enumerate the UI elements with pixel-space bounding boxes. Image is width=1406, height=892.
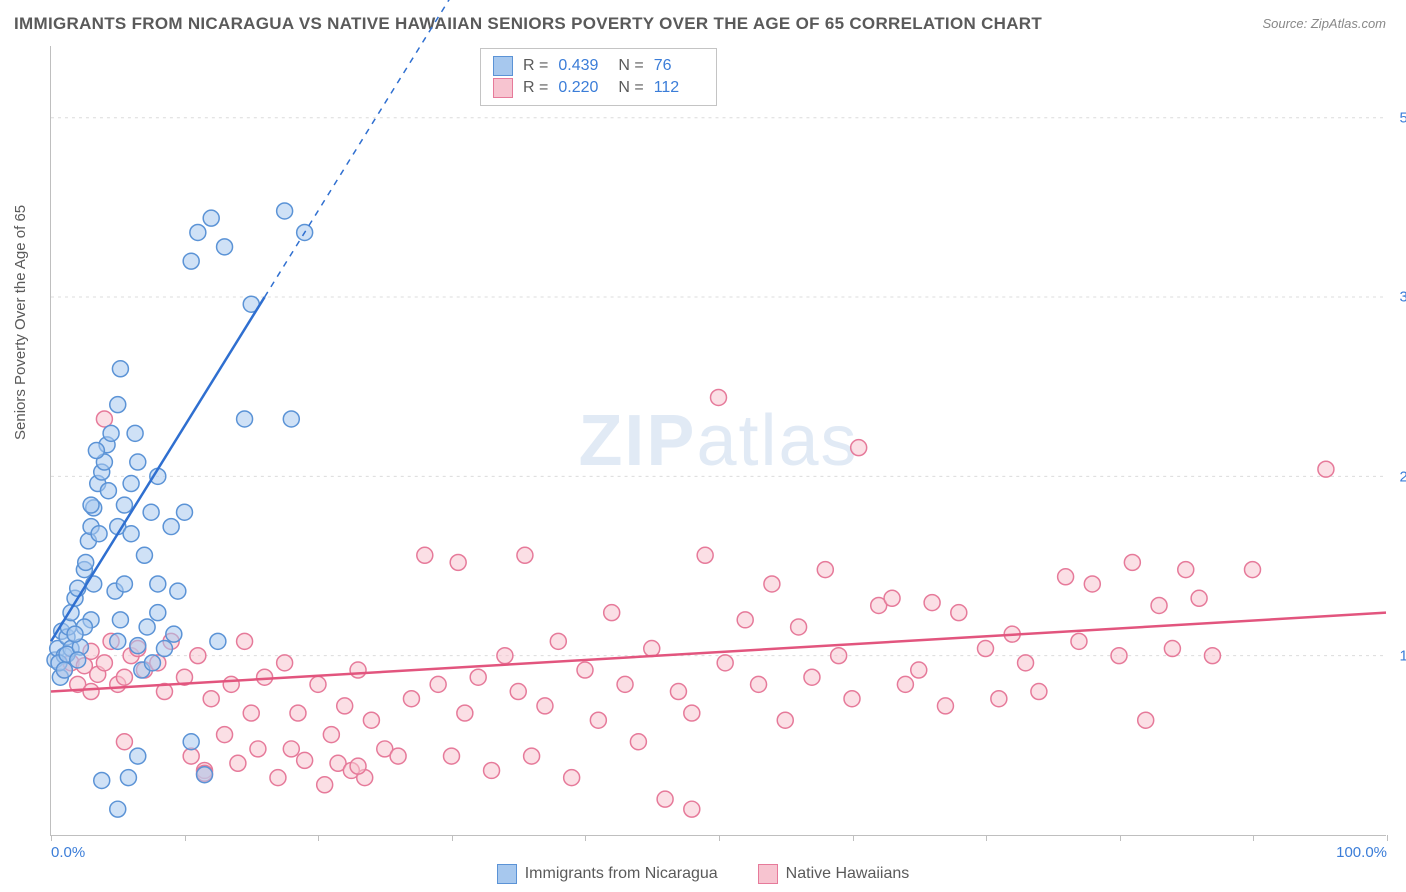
y-axis-label: Seniors Poverty Over the Age of 65 [12,205,29,440]
n-value-blue: 76 [654,57,704,75]
legend-item-pink: Native Hawaiians [758,864,910,884]
plot-area: ZIPatlas 12.5%25.0%37.5%50.0% 0.0%100.0% [50,46,1386,836]
swatch-pink [758,864,778,884]
y-tick-label: 12.5% [1392,648,1406,665]
y-tick-label: 37.5% [1392,289,1406,306]
legend-item-blue: Immigrants from Nicaragua [497,864,718,884]
r-value-blue: 0.439 [558,57,608,75]
n-label: N = [618,57,643,75]
swatch-pink [493,78,513,98]
chart-title: IMMIGRANTS FROM NICARAGUA VS NATIVE HAWA… [14,14,1042,34]
r-value-pink: 0.220 [558,79,608,97]
legend-series: Immigrants from Nicaragua Native Hawaiia… [0,864,1406,884]
y-tick-label: 50.0% [1392,109,1406,126]
swatch-blue [493,56,513,76]
r-label: R = [523,79,548,97]
y-tick-label: 25.0% [1392,468,1406,485]
legend-row-blue: R = 0.439 N = 76 [493,56,704,76]
chart-svg [51,46,1386,835]
n-label: N = [618,79,643,97]
legend-correlation: R = 0.439 N = 76 R = 0.220 N = 112 [480,48,717,106]
n-value-pink: 112 [654,79,704,97]
r-label: R = [523,57,548,75]
legend-row-pink: R = 0.220 N = 112 [493,78,704,98]
swatch-blue [497,864,517,884]
legend-label-pink: Native Hawaiians [786,865,910,883]
source-attribution: Source: ZipAtlas.com [1262,16,1386,31]
x-tick-label: 100.0% [1336,844,1387,861]
legend-label-blue: Immigrants from Nicaragua [525,865,718,883]
x-tick-label: 0.0% [51,844,85,861]
